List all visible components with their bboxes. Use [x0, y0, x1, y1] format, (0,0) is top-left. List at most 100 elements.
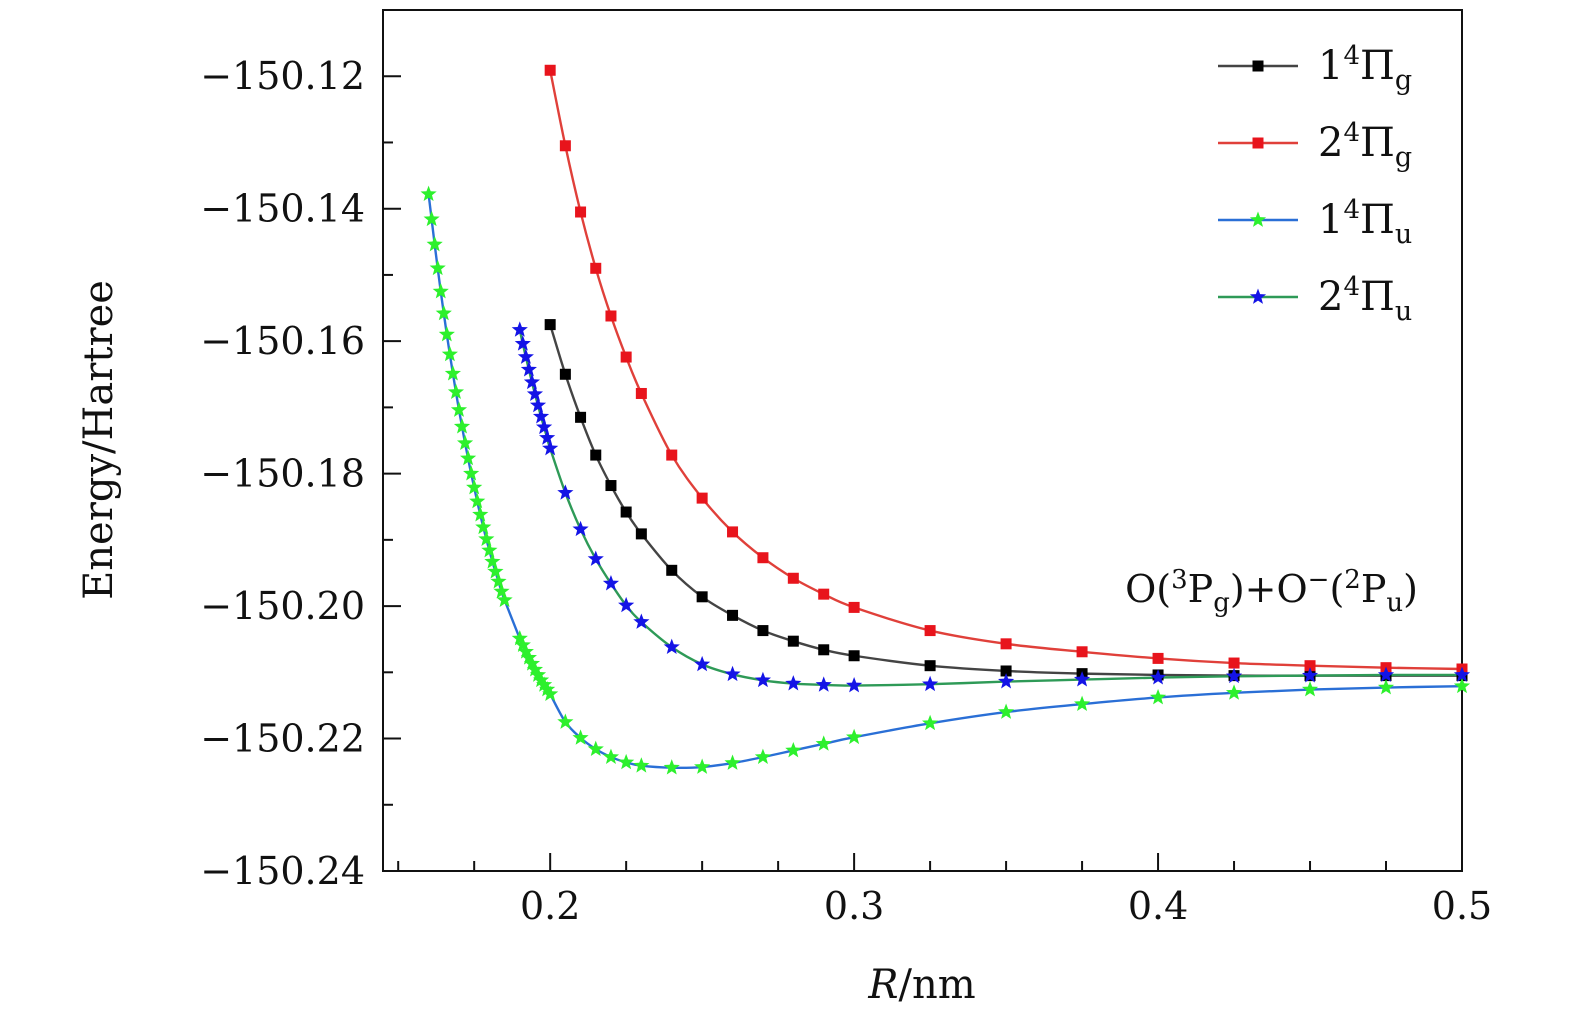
data-point — [754, 671, 772, 688]
annot-p1: P — [1188, 567, 1214, 611]
data-point — [532, 671, 550, 688]
data-point — [450, 401, 468, 417]
x-axis-title-italic: R — [867, 962, 898, 1008]
data-point — [1000, 638, 1012, 650]
series-line-0 — [549, 324, 1462, 677]
data-point — [523, 373, 541, 390]
data-point — [1377, 679, 1395, 695]
x-tick-label: 0.4 — [1128, 884, 1188, 928]
data-point — [694, 758, 711, 774]
data-point — [635, 387, 647, 399]
legend-label: 24Πu — [1318, 272, 1412, 327]
data-point — [1149, 669, 1167, 685]
data-point — [1000, 665, 1012, 677]
data-point — [924, 660, 936, 672]
data-point — [1225, 684, 1243, 700]
legend-marker — [1252, 60, 1264, 72]
annot-mid2: ( — [1329, 567, 1344, 611]
y-tick-label: −150.16 — [200, 319, 365, 363]
data-point — [618, 596, 635, 613]
data-point — [432, 282, 449, 299]
legend-label-sup: 4 — [1343, 118, 1360, 148]
data-point — [602, 575, 620, 591]
annot-p2: P — [1361, 567, 1387, 611]
data-point — [544, 319, 556, 331]
data-point — [1152, 652, 1164, 664]
data-point — [542, 685, 559, 702]
legend-entry-0: 14Πg — [1218, 41, 1412, 96]
data-point — [605, 480, 617, 492]
legend-label-sym: Π — [1360, 197, 1395, 243]
data-point — [429, 259, 446, 276]
axis-ticks — [383, 75, 1463, 872]
series-line-2 — [427, 193, 1463, 769]
annot-sup1: 3 — [1171, 565, 1188, 595]
data-point — [526, 385, 544, 402]
legend-label-sub: g — [1395, 142, 1412, 173]
data-point — [1073, 695, 1091, 711]
data-point — [922, 675, 939, 692]
data-point — [426, 235, 443, 252]
data-point — [453, 418, 471, 434]
data-point — [1301, 681, 1319, 697]
data-point — [998, 673, 1015, 689]
legend-marker — [1252, 137, 1264, 149]
data-point — [514, 335, 531, 351]
data-point — [1149, 688, 1167, 705]
data-point — [511, 630, 528, 646]
legend-entry-2: 14Πu — [1218, 195, 1412, 250]
legend-entry-1: 24Πg — [1218, 118, 1412, 173]
data-point — [724, 754, 741, 770]
series-markers-3 — [511, 321, 1471, 693]
y-tick-label: −150.14 — [200, 187, 365, 231]
data-point — [590, 262, 602, 274]
data-point — [572, 729, 589, 745]
asymptote-annotation: O(3Pg)+O−(2Pu) — [1125, 565, 1418, 618]
data-point — [727, 609, 739, 621]
x-axis-title-unit: /nm — [898, 962, 975, 1008]
legend-label: 24Πg — [1318, 118, 1412, 173]
data-point — [785, 675, 802, 691]
data-point — [787, 635, 799, 647]
data-point — [924, 625, 936, 637]
data-point — [787, 572, 799, 584]
legend-label-sym: Π — [1360, 43, 1395, 89]
plot-frame — [382, 9, 1463, 872]
legend-label-sup: 4 — [1343, 272, 1360, 302]
marker-layer — [420, 64, 1471, 775]
data-point — [727, 526, 739, 538]
series-line-1 — [548, 70, 1463, 671]
data-point — [523, 655, 541, 671]
data-point — [493, 583, 510, 599]
data-point — [544, 64, 556, 76]
y-tick-label: −150.24 — [200, 849, 365, 893]
data-point — [435, 304, 452, 321]
data-point — [618, 753, 635, 770]
annot-sup3: 2 — [1344, 565, 1361, 595]
data-point — [1225, 667, 1243, 684]
annot-mid: )+O — [1230, 567, 1308, 611]
legend-label: 14Πu — [1318, 195, 1412, 250]
data-point — [1076, 646, 1088, 658]
annot-sub1: g — [1213, 588, 1230, 618]
x-tick-label: 0.3 — [824, 884, 884, 928]
x-axis-title: R/nm — [867, 962, 975, 1008]
data-point — [529, 666, 547, 682]
legend-label-sym: Π — [1360, 120, 1395, 166]
legend-label: 14Πg — [1318, 41, 1412, 96]
data-point — [466, 479, 483, 495]
data-point — [559, 368, 571, 380]
data-point — [818, 588, 830, 600]
legend-marker — [1249, 288, 1267, 304]
data-point — [846, 677, 863, 693]
data-point — [487, 563, 504, 579]
series-markers-0 — [544, 319, 1468, 682]
data-point — [998, 703, 1015, 719]
data-point — [559, 140, 571, 152]
legend-label-num: 2 — [1318, 274, 1343, 320]
data-point — [1304, 660, 1316, 672]
data-point — [818, 644, 830, 656]
data-point — [539, 681, 556, 697]
legend-label-num: 2 — [1318, 120, 1343, 166]
data-point — [587, 740, 604, 757]
